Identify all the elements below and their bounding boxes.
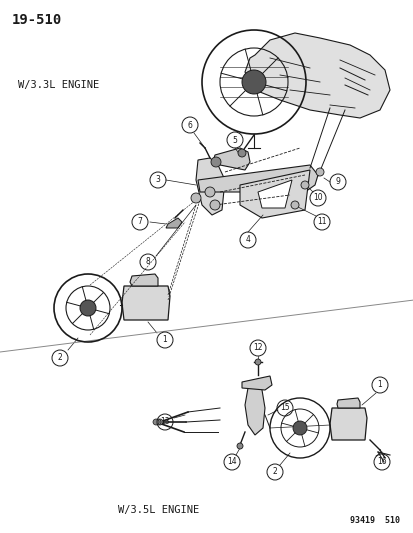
Circle shape [237, 149, 245, 157]
Circle shape [300, 181, 308, 189]
Circle shape [315, 168, 323, 176]
Text: 8: 8 [145, 257, 150, 266]
Polygon shape [257, 180, 291, 208]
Polygon shape [244, 383, 264, 435]
Text: 7: 7 [137, 217, 142, 227]
Text: 13: 13 [160, 417, 169, 426]
Polygon shape [122, 286, 170, 320]
Text: 5: 5 [232, 135, 237, 144]
Circle shape [80, 300, 96, 316]
Polygon shape [240, 170, 309, 218]
Circle shape [292, 421, 306, 435]
Text: 14: 14 [227, 457, 236, 466]
Text: 2: 2 [57, 353, 62, 362]
Text: 19-510: 19-510 [12, 13, 62, 27]
Circle shape [236, 443, 242, 449]
Polygon shape [329, 408, 366, 440]
Circle shape [209, 200, 219, 210]
Circle shape [290, 201, 298, 209]
Polygon shape [244, 33, 389, 118]
Polygon shape [242, 376, 271, 390]
Text: 11: 11 [316, 217, 326, 227]
Text: 2: 2 [272, 467, 277, 477]
Text: W/3.5L ENGINE: W/3.5L ENGINE [118, 505, 199, 515]
Circle shape [157, 419, 163, 425]
Circle shape [190, 193, 201, 203]
Text: 16: 16 [376, 457, 386, 466]
Circle shape [211, 157, 221, 167]
Circle shape [254, 359, 260, 365]
Polygon shape [195, 158, 224, 215]
Text: 1: 1 [162, 335, 167, 344]
Polygon shape [166, 218, 182, 228]
Text: 4: 4 [245, 236, 250, 245]
Polygon shape [336, 398, 359, 408]
Text: 12: 12 [253, 343, 262, 352]
Text: 10: 10 [312, 193, 322, 203]
Circle shape [154, 419, 161, 425]
Circle shape [204, 187, 214, 197]
Text: W/3.3L ENGINE: W/3.3L ENGINE [18, 80, 99, 90]
Text: 9: 9 [335, 177, 339, 187]
Text: 15: 15 [280, 403, 289, 413]
Text: 1: 1 [377, 381, 382, 390]
Text: 3: 3 [155, 175, 160, 184]
Text: 6: 6 [187, 120, 192, 130]
Polygon shape [214, 148, 249, 170]
Polygon shape [130, 274, 158, 286]
Circle shape [242, 70, 266, 94]
Text: 93419  510: 93419 510 [349, 516, 399, 525]
Circle shape [153, 419, 159, 425]
Polygon shape [197, 165, 317, 192]
